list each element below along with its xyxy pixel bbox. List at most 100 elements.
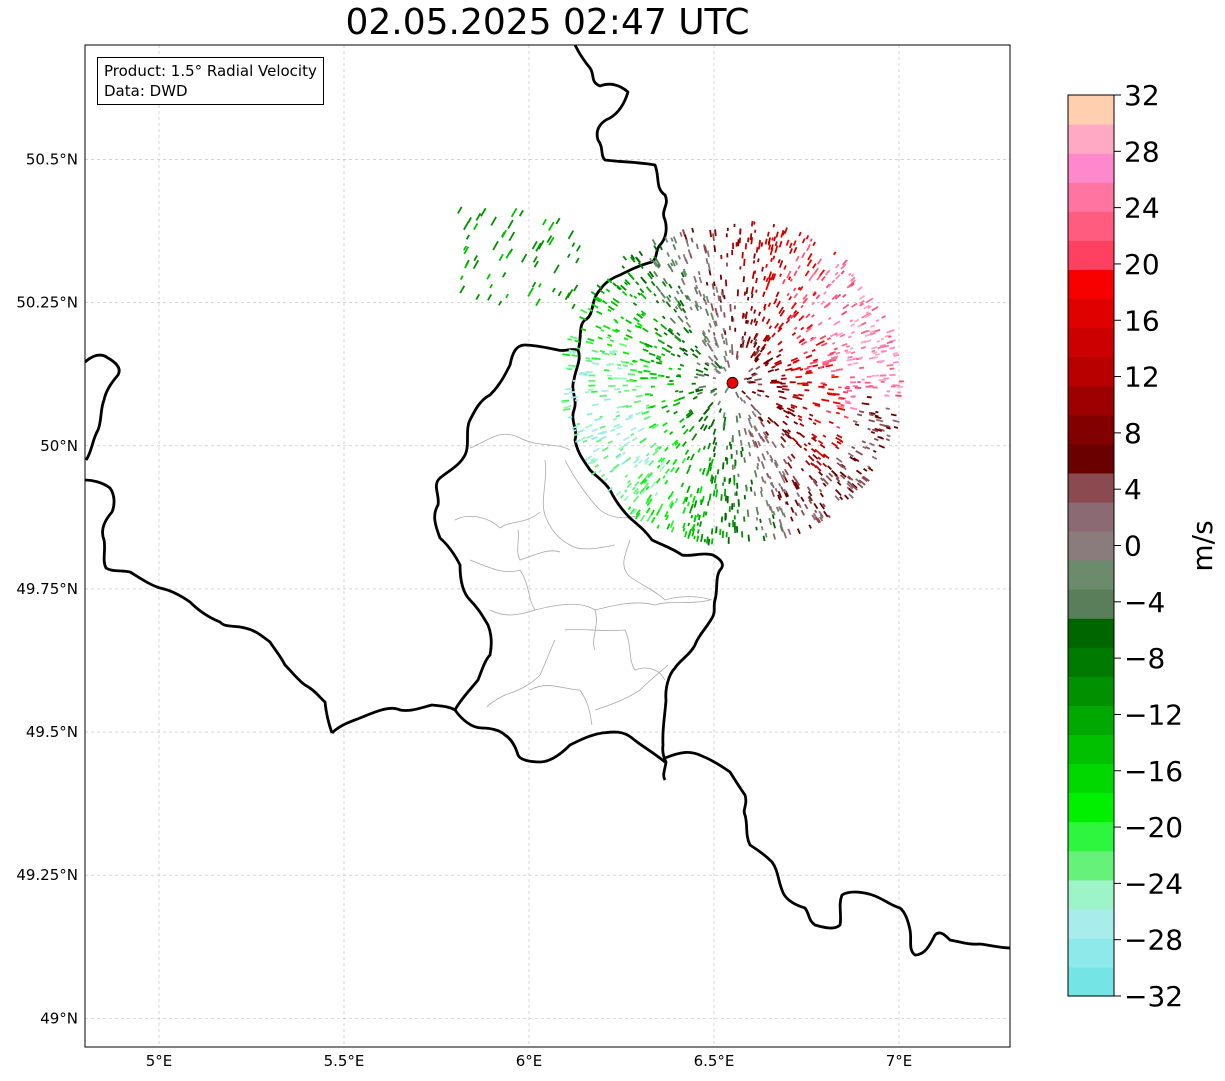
velocity-echo — [643, 479, 648, 484]
velocity-echo — [777, 405, 784, 410]
velocity-echo — [691, 528, 696, 537]
velocity-echo — [600, 328, 605, 332]
velocity-echo — [835, 274, 841, 280]
velocity-echo — [855, 469, 862, 475]
velocity-echo — [616, 284, 622, 291]
velocity-echo — [709, 229, 713, 238]
velocity-echo — [706, 250, 710, 258]
velocity-echo — [744, 484, 748, 492]
velocity-echo — [886, 390, 891, 393]
velocity-echo — [796, 431, 800, 435]
velocity-echo — [739, 228, 742, 235]
velocity-echo — [822, 434, 827, 438]
velocity-echo — [873, 437, 879, 442]
velocity-echo — [724, 386, 730, 394]
velocity-echo — [567, 253, 571, 258]
velocity-echo — [679, 418, 685, 423]
velocity-echo — [726, 445, 729, 450]
country-borders — [85, 45, 1010, 957]
velocity-echo — [532, 255, 538, 263]
velocity-echo — [472, 259, 480, 270]
velocity-echo — [674, 335, 682, 343]
velocity-echo — [865, 297, 874, 304]
velocity-echo — [660, 459, 666, 466]
velocity-echo — [650, 385, 655, 388]
velocity-echo — [463, 220, 470, 231]
velocity-echo — [618, 390, 622, 394]
velocity-echo — [576, 347, 581, 350]
velocity-echo — [771, 237, 774, 241]
velocity-echo — [601, 389, 609, 393]
velocity-echo — [812, 421, 817, 426]
velocity-echo — [822, 462, 828, 468]
velocity-echo — [622, 384, 629, 387]
velocity-echo — [591, 390, 598, 393]
velocity-echo — [638, 250, 644, 257]
velocity-echo — [741, 338, 745, 343]
velocity-echo — [567, 230, 575, 240]
velocity-echo — [709, 474, 714, 482]
velocity-echo — [822, 478, 829, 486]
velocity-echo — [678, 396, 686, 401]
velocity-echo — [625, 457, 632, 462]
velocity-echo — [781, 470, 786, 477]
velocity-echo — [737, 473, 740, 477]
velocity-echo — [808, 354, 813, 358]
velocity-echo — [722, 366, 727, 372]
velocity-echo — [857, 381, 861, 383]
velocity-echo — [704, 511, 708, 516]
velocity-echo — [758, 311, 762, 317]
velocity-echo — [653, 345, 658, 349]
velocity-echo — [588, 374, 596, 377]
velocity-echo — [765, 499, 769, 507]
velocity-echo — [658, 446, 663, 450]
velocity-echo — [688, 329, 693, 334]
velocity-echo — [741, 344, 745, 348]
velocity-echo — [724, 512, 727, 521]
velocity-echo — [792, 475, 797, 481]
velocity-echo — [777, 258, 781, 264]
velocity-echo — [518, 209, 524, 217]
velocity-echo — [851, 484, 858, 491]
velocity-echo — [668, 367, 673, 371]
velocity-echo — [726, 227, 729, 231]
velocity-echo — [591, 349, 599, 353]
velocity-echo — [877, 435, 884, 440]
colorbar-segment — [1068, 792, 1114, 823]
velocity-echo — [707, 263, 711, 271]
velocity-echo — [548, 221, 555, 231]
velocity-echo — [644, 460, 650, 466]
velocity-echo — [685, 239, 690, 247]
velocity-echo — [782, 278, 786, 285]
velocity-echo — [864, 313, 872, 318]
velocity-echo — [850, 395, 855, 398]
velocity-echo — [885, 424, 891, 428]
velocity-echo — [577, 429, 585, 434]
velocity-echo — [712, 436, 717, 445]
velocity-echo — [630, 256, 636, 263]
velocity-echo — [596, 284, 602, 290]
velocity-echo — [640, 477, 647, 485]
velocity-echo — [750, 339, 754, 344]
velocity-echo — [872, 356, 878, 359]
velocity-echo — [807, 253, 813, 261]
velocity-echo — [520, 253, 528, 263]
velocity-echo — [702, 330, 706, 336]
velocity-echo — [633, 487, 639, 495]
velocity-echo — [563, 392, 570, 395]
velocity-echo — [846, 386, 850, 389]
velocity-echo — [682, 428, 689, 435]
velocity-echo — [689, 253, 693, 259]
velocity-echo — [804, 367, 809, 370]
velocity-echo — [790, 406, 796, 410]
velocity-echo — [707, 355, 714, 362]
velocity-echo — [845, 401, 852, 405]
velocity-echo — [501, 231, 506, 237]
lat-tick-label: 49.75°N — [16, 580, 78, 598]
velocity-echo — [841, 310, 848, 316]
velocity-echo — [735, 450, 738, 455]
velocity-echo — [827, 283, 832, 288]
velocity-echo — [688, 505, 693, 514]
velocity-echo — [775, 231, 779, 238]
velocity-echo — [650, 516, 656, 524]
